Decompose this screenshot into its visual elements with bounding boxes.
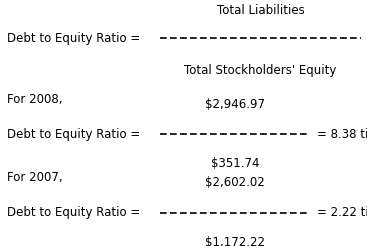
Text: For 2007,: For 2007,: [7, 171, 63, 184]
Text: $1,172.22: $1,172.22: [205, 236, 265, 246]
Text: $2,602.02: $2,602.02: [205, 176, 265, 189]
Text: Total Liabilities: Total Liabilities: [217, 4, 305, 17]
Text: = 2.22 times: = 2.22 times: [317, 206, 367, 219]
Text: Debt to Equity Ratio =: Debt to Equity Ratio =: [7, 206, 144, 219]
Text: Debt to Equity Ratio =: Debt to Equity Ratio =: [7, 128, 144, 140]
Text: Debt to Equity Ratio =: Debt to Equity Ratio =: [7, 32, 144, 45]
Text: Total Stockholders' Equity: Total Stockholders' Equity: [184, 64, 337, 77]
Text: For 2008,: For 2008,: [7, 93, 63, 106]
Text: $2,946.97: $2,946.97: [205, 98, 265, 111]
Text: = 8.38 times: = 8.38 times: [317, 128, 367, 140]
Text: $351.74: $351.74: [211, 157, 259, 170]
